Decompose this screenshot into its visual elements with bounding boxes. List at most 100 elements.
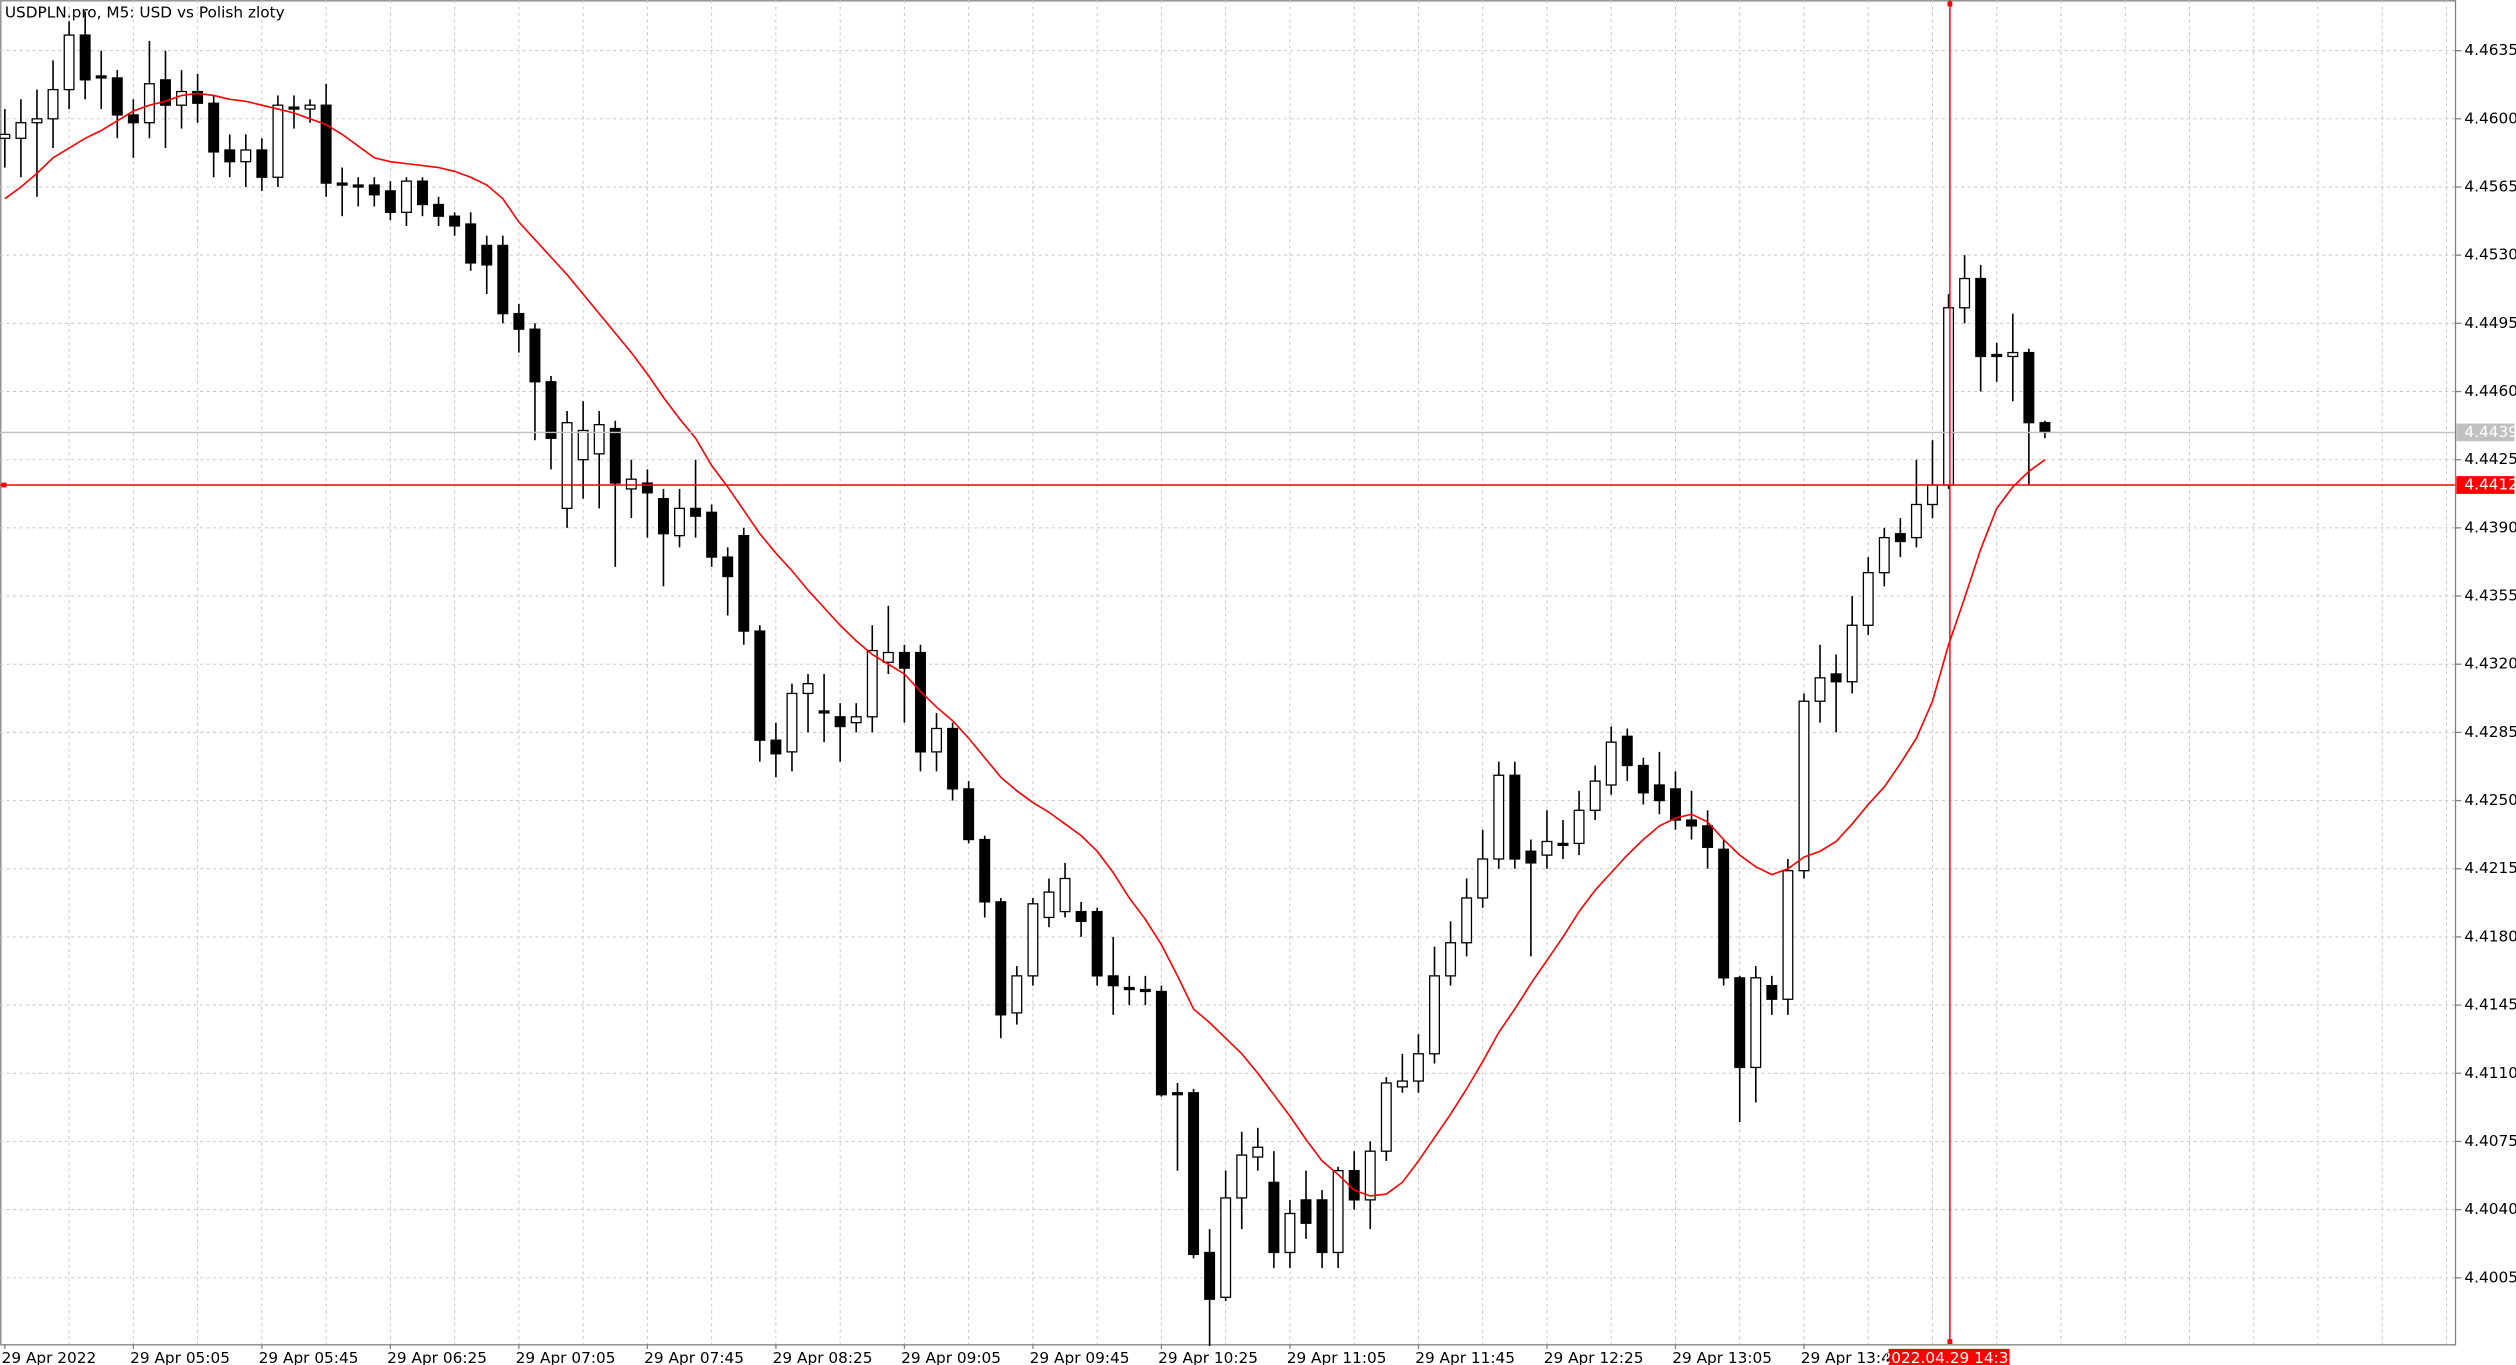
candle-body bbox=[1621, 735, 1633, 767]
candle-body bbox=[1396, 1080, 1408, 1088]
candle-body bbox=[1782, 870, 1794, 1000]
candle-body bbox=[224, 149, 236, 163]
crosshair-end bbox=[1947, 1, 1953, 7]
candle-body bbox=[1027, 903, 1039, 977]
candle-body bbox=[1814, 677, 1826, 702]
candle-body bbox=[947, 727, 959, 790]
candle-body bbox=[192, 90, 204, 104]
candle-body bbox=[352, 184, 364, 188]
x-tick-label: 29 Apr 13:45 bbox=[1801, 1349, 1901, 1365]
candle-body bbox=[1139, 988, 1151, 993]
candle-body bbox=[1123, 986, 1135, 991]
candle-body bbox=[1589, 780, 1601, 811]
candle-body bbox=[931, 727, 943, 753]
candle-body bbox=[176, 90, 188, 106]
candle-body bbox=[159, 79, 171, 106]
candle-body bbox=[31, 118, 43, 124]
candle-body bbox=[1107, 975, 1119, 987]
candle-body bbox=[1316, 1199, 1328, 1254]
candle-body bbox=[1043, 891, 1055, 919]
candle-body bbox=[417, 180, 428, 206]
x-tick-label: 29 Apr 07:45 bbox=[644, 1349, 744, 1365]
candle-body bbox=[593, 423, 605, 455]
candle-body bbox=[111, 77, 123, 116]
candle-body bbox=[561, 422, 573, 510]
candle-body bbox=[850, 716, 862, 724]
candle-body bbox=[866, 649, 878, 718]
x-tick-label: 29 Apr 07:05 bbox=[516, 1349, 616, 1365]
y-tick-label: 4.4285 bbox=[2464, 723, 2516, 741]
candle-body bbox=[208, 102, 220, 153]
candle-body bbox=[882, 651, 894, 663]
crosshair-time-label: 2022.04.29 14:34 bbox=[1882, 1349, 2019, 1365]
candle-body bbox=[368, 184, 380, 196]
candle-body bbox=[995, 901, 1007, 1016]
candle-body bbox=[1846, 624, 1858, 683]
candle-body bbox=[1348, 1170, 1360, 1201]
candle-body bbox=[1364, 1150, 1376, 1201]
plot-frame bbox=[0, 0, 2457, 1346]
candle-body bbox=[1412, 1053, 1424, 1082]
candle-body bbox=[0, 133, 11, 139]
candle-body bbox=[288, 106, 300, 110]
candle-body bbox=[1380, 1082, 1392, 1152]
candle-body bbox=[384, 190, 396, 213]
candle-body bbox=[1268, 1181, 1280, 1254]
candle-body bbox=[1975, 277, 1987, 358]
x-tick-label: 29 Apr 10:25 bbox=[1158, 1349, 1258, 1365]
candle-body bbox=[497, 244, 509, 315]
x-tick-label: 29 Apr 05:45 bbox=[259, 1349, 359, 1365]
candle-body bbox=[1943, 307, 1955, 486]
candle-body bbox=[1541, 840, 1553, 856]
candle-body bbox=[1718, 848, 1730, 979]
candle-body bbox=[1332, 1170, 1344, 1254]
candle-body bbox=[1300, 1199, 1312, 1224]
candle-body bbox=[1991, 353, 2003, 358]
candle-body bbox=[127, 114, 139, 124]
y-tick-label: 4.4355 bbox=[2464, 587, 2516, 605]
chart-title: USDPLN.pro, M5: USD vs Polish zloty bbox=[5, 3, 285, 21]
candle-body bbox=[304, 104, 316, 110]
candle-body bbox=[1830, 673, 1842, 683]
candle-body bbox=[1926, 484, 1938, 506]
y-tick-label: 4.4180 bbox=[2464, 927, 2516, 945]
candle-body bbox=[1172, 1092, 1183, 1096]
y-tick-label: 4.4425 bbox=[2464, 450, 2516, 468]
candle-body bbox=[1493, 774, 1505, 860]
x-tick-label: 29 Apr 2022 bbox=[2, 1349, 97, 1365]
candle-body bbox=[1910, 503, 1922, 539]
moving-average bbox=[4, 92, 2046, 1197]
x-tick-label: 29 Apr 12:25 bbox=[1544, 1349, 1644, 1365]
y-tick-label: 4.4600 bbox=[2464, 109, 2516, 127]
y-tick-label: 4.4075 bbox=[2464, 1132, 2516, 1150]
candle-body bbox=[1477, 858, 1489, 899]
candle-body bbox=[1878, 536, 1890, 574]
y-tick-label: 4.4460 bbox=[2464, 382, 2516, 400]
candle-body bbox=[818, 710, 830, 714]
candle-body bbox=[449, 215, 461, 227]
candle-body bbox=[706, 511, 718, 558]
candle-body bbox=[690, 507, 702, 517]
crosshair-end bbox=[1947, 1339, 1953, 1345]
candle-body bbox=[336, 182, 348, 186]
y-tick-label: 4.4215 bbox=[2464, 859, 2516, 877]
candle-body bbox=[1509, 774, 1521, 860]
y-tick-label: 4.4005 bbox=[2464, 1268, 2516, 1286]
candle-body bbox=[1669, 788, 1681, 821]
candle-body bbox=[95, 75, 107, 79]
candle-body bbox=[1236, 1154, 1248, 1199]
marks bbox=[0, 11, 2051, 1346]
candle-body bbox=[1894, 533, 1906, 543]
candle-body bbox=[1461, 897, 1473, 944]
candle-body bbox=[529, 328, 541, 383]
candle-body bbox=[1075, 910, 1087, 922]
candle-body bbox=[256, 149, 268, 178]
y-tick-label: 4.4495 bbox=[2464, 314, 2516, 332]
candle-body bbox=[1445, 942, 1457, 977]
candle-body bbox=[1155, 990, 1167, 1096]
y-tick-label: 4.4565 bbox=[2464, 177, 2516, 195]
candle-body bbox=[63, 34, 75, 91]
candle-body bbox=[1573, 809, 1585, 845]
candle-body bbox=[770, 739, 782, 755]
candle-body bbox=[802, 683, 814, 695]
